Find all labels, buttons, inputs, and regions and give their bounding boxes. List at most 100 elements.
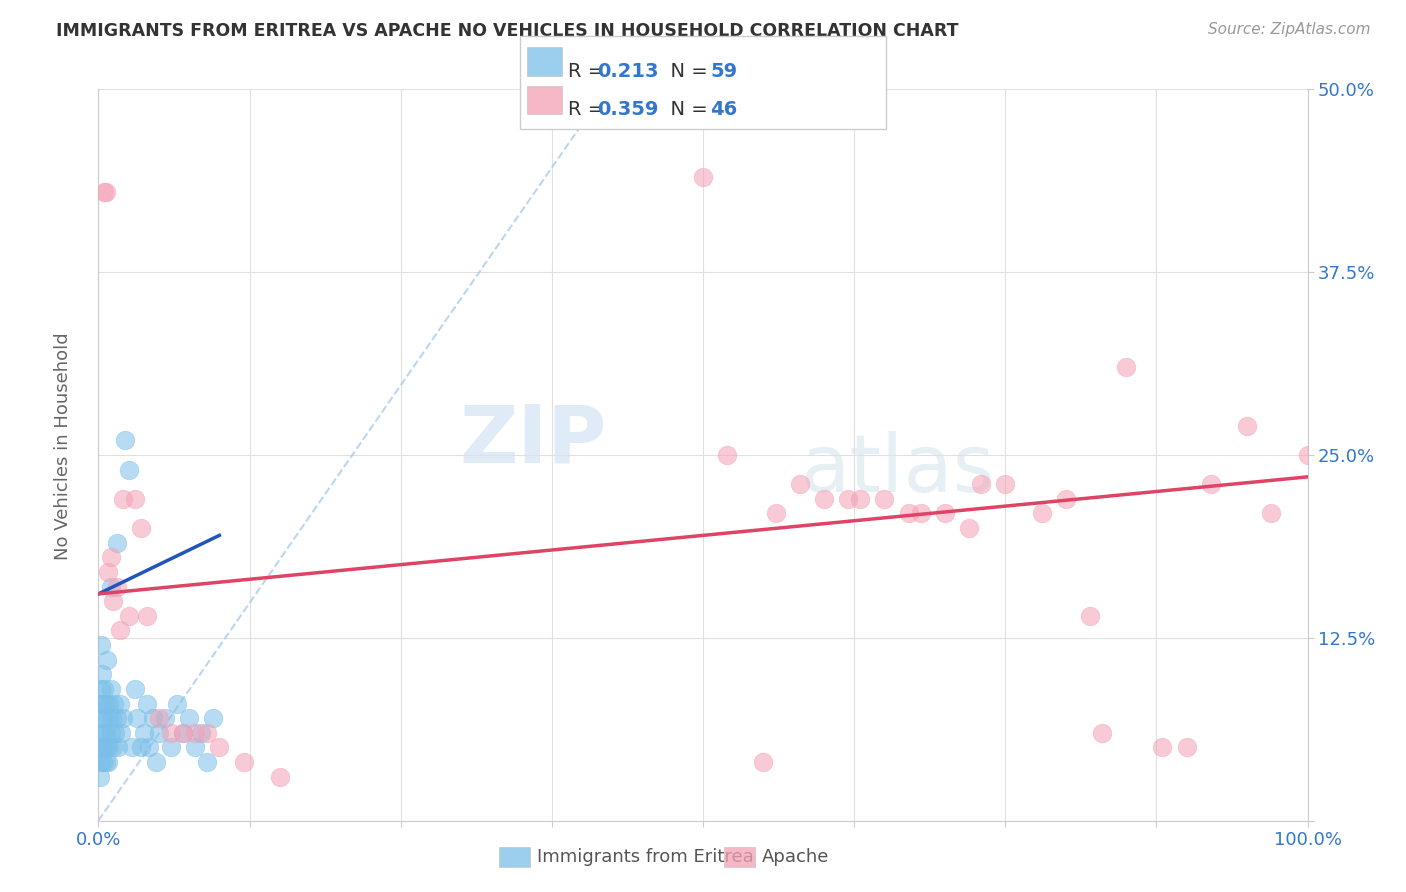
Point	[957, 521, 980, 535]
Text: 0.359: 0.359	[598, 100, 659, 119]
Point	[103, 697, 125, 711]
Point	[104, 726, 127, 740]
Point	[98, 740, 121, 755]
Point	[849, 491, 872, 506]
Point	[100, 726, 122, 740]
Point	[111, 491, 134, 506]
Point	[232, 755, 254, 769]
Point	[138, 740, 160, 755]
Point	[1175, 740, 1198, 755]
Point	[114, 434, 136, 448]
Point	[129, 740, 152, 755]
Point	[172, 726, 194, 740]
Text: R =: R =	[568, 100, 610, 119]
Point	[765, 507, 787, 521]
Point	[153, 711, 176, 725]
Point	[94, 755, 117, 769]
Point	[94, 726, 117, 740]
Point	[813, 491, 835, 506]
Point	[897, 507, 920, 521]
Point	[789, 477, 811, 491]
Point	[108, 624, 131, 638]
Point	[110, 726, 132, 740]
Point	[1199, 477, 1222, 491]
Text: 0.213: 0.213	[598, 62, 659, 80]
Point	[716, 448, 738, 462]
Point	[91, 697, 114, 711]
Point	[91, 667, 114, 681]
Point	[89, 697, 111, 711]
Point	[121, 740, 143, 755]
Point	[202, 711, 225, 725]
Point	[1260, 507, 1282, 521]
Point	[970, 477, 993, 491]
Point	[96, 653, 118, 667]
Point	[1236, 418, 1258, 433]
Point	[111, 711, 134, 725]
Point	[107, 740, 129, 755]
Point	[91, 726, 114, 740]
Point	[910, 507, 932, 521]
Point	[1152, 740, 1174, 755]
Point	[118, 608, 141, 623]
Point	[100, 681, 122, 696]
Text: N =: N =	[658, 100, 714, 119]
Point	[93, 681, 115, 696]
Point	[134, 726, 156, 740]
Point	[105, 711, 128, 725]
Text: 46: 46	[710, 100, 737, 119]
Point	[127, 711, 149, 725]
Point	[208, 740, 231, 755]
Point	[124, 491, 146, 506]
Point	[97, 755, 120, 769]
Point	[934, 507, 956, 521]
Point	[94, 697, 117, 711]
Point	[195, 755, 218, 769]
Point	[873, 491, 896, 506]
Text: atlas: atlas	[800, 431, 994, 508]
Point	[89, 740, 111, 755]
Point	[1031, 507, 1053, 521]
Text: Source: ZipAtlas.com: Source: ZipAtlas.com	[1208, 22, 1371, 37]
Point	[93, 740, 115, 755]
Point	[90, 681, 112, 696]
Point	[90, 638, 112, 652]
Point	[91, 711, 114, 725]
Point	[105, 580, 128, 594]
Point	[1091, 726, 1114, 740]
Point	[129, 521, 152, 535]
Point	[91, 755, 114, 769]
Text: ZIP: ZIP	[458, 401, 606, 479]
Point	[190, 726, 212, 740]
Point	[108, 697, 131, 711]
Point	[994, 477, 1017, 491]
Point	[269, 770, 291, 784]
Text: Apache: Apache	[762, 848, 830, 866]
Point	[692, 169, 714, 184]
Point	[184, 740, 207, 755]
Point	[1054, 491, 1077, 506]
Point	[184, 726, 207, 740]
Point	[105, 535, 128, 549]
Point	[90, 726, 112, 740]
Point	[160, 740, 183, 755]
Point	[1296, 448, 1319, 462]
Point	[96, 740, 118, 755]
Point	[135, 608, 157, 623]
Point	[1078, 608, 1101, 623]
Point	[124, 681, 146, 696]
Point	[97, 565, 120, 579]
Text: No Vehicles in Household: No Vehicles in Household	[55, 332, 72, 560]
Point	[118, 462, 141, 476]
Point	[97, 711, 120, 725]
Text: 59: 59	[710, 62, 737, 80]
Point	[101, 594, 124, 608]
Point	[172, 726, 194, 740]
Point	[100, 580, 122, 594]
Point	[195, 726, 218, 740]
Point	[148, 711, 170, 725]
Point	[89, 770, 111, 784]
Point	[179, 711, 201, 725]
Text: IMMIGRANTS FROM ERITREA VS APACHE NO VEHICLES IN HOUSEHOLD CORRELATION CHART: IMMIGRANTS FROM ERITREA VS APACHE NO VEH…	[56, 22, 959, 40]
Point	[752, 755, 775, 769]
